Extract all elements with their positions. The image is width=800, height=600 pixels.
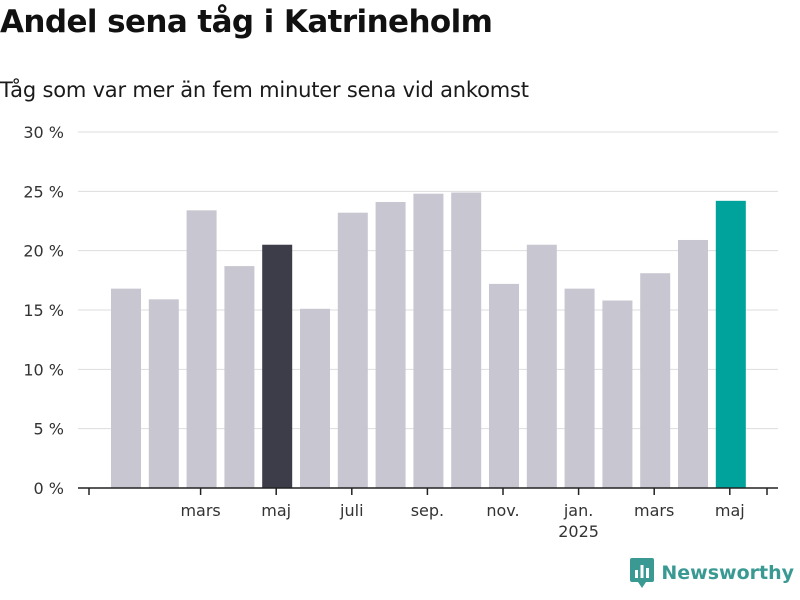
- y-tick-label: 25 %: [23, 182, 64, 201]
- bars: [111, 192, 746, 488]
- y-tick-label: 20 %: [23, 242, 64, 261]
- x-tick-label: juli: [339, 501, 363, 520]
- bar: [678, 239, 708, 488]
- x-tick-label: mars: [634, 501, 674, 520]
- x-tick-year-label: 2025: [558, 522, 599, 541]
- bar: [526, 244, 557, 488]
- newsworthy-logo: Newsworthy: [630, 558, 794, 588]
- x-tick-label: maj: [261, 501, 291, 520]
- bar: [300, 308, 330, 488]
- y-tick-label: 15 %: [23, 301, 64, 320]
- x-tick-label: sep.: [411, 501, 444, 520]
- chart-title: Andel sena tåg i Katrineholm: [0, 4, 493, 40]
- newsworthy-icon: [630, 558, 655, 588]
- bar: [451, 192, 482, 488]
- bar: [564, 288, 595, 488]
- bar: [602, 300, 633, 488]
- y-tick-labels: 0 % 5 % 10 % 15 % 20 % 25 % 30 %: [23, 123, 64, 498]
- x-tick-labels: mars maj juli sep. nov. jan. 2025 mars maj: [180, 501, 744, 541]
- x-tick-label: nov.: [486, 501, 519, 520]
- bar: [375, 202, 406, 488]
- x-axis: [78, 487, 778, 495]
- bar: [262, 244, 293, 488]
- bar: [224, 266, 255, 488]
- bar: [148, 299, 179, 488]
- bar: [186, 210, 217, 488]
- bar: [489, 283, 519, 488]
- bar: [111, 288, 141, 488]
- bar: [337, 212, 368, 488]
- bar: [413, 193, 444, 488]
- chart-subtitle: Tåg som var mer än fem minuter sena vid …: [0, 78, 529, 102]
- y-tick-label: 0 %: [34, 479, 64, 498]
- x-tick-label: mars: [180, 501, 220, 520]
- bar: [715, 200, 746, 488]
- x-tick-label: maj: [715, 501, 745, 520]
- x-tick-label: jan.: [563, 501, 593, 520]
- bar: [640, 273, 671, 488]
- y-tick-label: 30 %: [23, 123, 64, 142]
- brand-name: Newsworthy: [661, 562, 794, 584]
- y-tick-label: 5 %: [34, 420, 64, 439]
- y-tick-label: 10 %: [23, 360, 64, 379]
